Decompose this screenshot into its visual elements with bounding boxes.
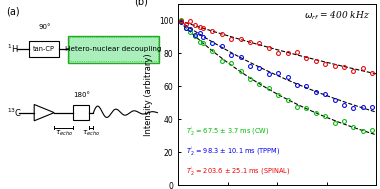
Text: $T_2^{'}$ = 67.5 ± 3.7 ms (CW): $T_2^{'}$ = 67.5 ± 3.7 ms (CW) [186,125,269,138]
Bar [69,37,158,61]
Bar [68,36,159,63]
Text: $\omega_{rf}$ = 400 kHz: $\omega_{rf}$ = 400 kHz [304,9,370,22]
Text: $^{13}$C: $^{13}$C [7,106,22,119]
Text: $\tau_{echo}$: $\tau_{echo}$ [82,129,101,138]
Text: $T_2^{'}$ = 203.6 ± 25.1 ms (SPINAL): $T_2^{'}$ = 203.6 ± 25.1 ms (SPINAL) [186,165,291,178]
Text: Hetero-nuclear decoupling: Hetero-nuclear decoupling [65,46,162,52]
Y-axis label: Intensity (arbitrary): Intensity (arbitrary) [144,53,153,136]
Text: (b): (b) [135,0,149,7]
Text: $T_2^{'}$ = 98.3 ± 10.1 ms (TPPM): $T_2^{'}$ = 98.3 ± 10.1 ms (TPPM) [186,145,281,158]
Text: tan-CP: tan-CP [33,46,55,52]
Bar [28,41,59,57]
Text: 90°: 90° [38,24,51,30]
Polygon shape [34,105,54,121]
Text: (a): (a) [6,6,20,16]
Text: $\tau_{echo}$: $\tau_{echo}$ [55,129,73,138]
Text: $^{1}$H: $^{1}$H [7,43,19,55]
Bar [73,105,89,120]
Text: 180°: 180° [73,92,90,98]
